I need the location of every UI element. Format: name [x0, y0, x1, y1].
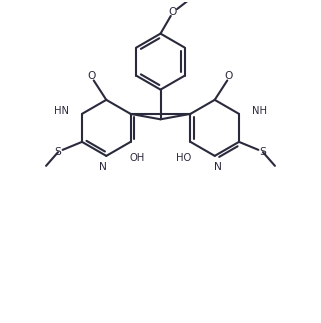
Text: O: O — [88, 71, 96, 81]
Text: HN: HN — [55, 106, 69, 116]
Text: O: O — [169, 7, 177, 17]
Text: HO: HO — [176, 153, 191, 163]
Text: S: S — [259, 147, 266, 157]
Text: N: N — [214, 162, 221, 172]
Text: O: O — [225, 71, 233, 81]
Text: NH: NH — [252, 106, 266, 116]
Text: S: S — [55, 147, 62, 157]
Text: OH: OH — [130, 153, 145, 163]
Text: N: N — [100, 162, 107, 172]
